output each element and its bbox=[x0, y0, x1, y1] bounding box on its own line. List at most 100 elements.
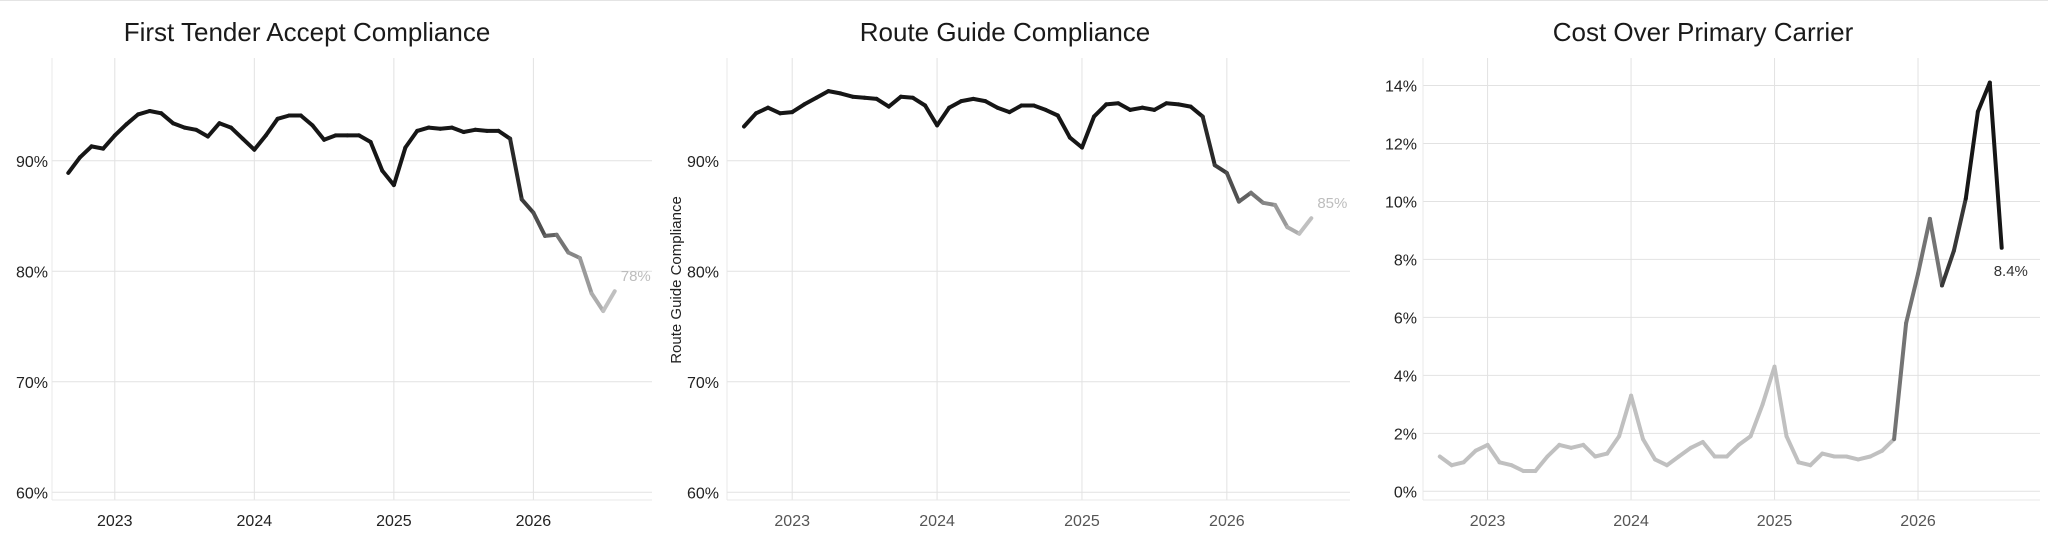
series-segment bbox=[1987, 80, 2004, 250]
chart-title: First Tender Accept Compliance bbox=[124, 17, 491, 47]
x-tick-label: 2025 bbox=[1064, 513, 1100, 530]
series-segment bbox=[1916, 216, 1932, 276]
chart-first-tender-accept-compliance: First Tender Accept Compliance 60% 70% 80%… bbox=[16, 17, 652, 530]
series-segment bbox=[1688, 440, 1705, 450]
series-segment bbox=[910, 95, 928, 108]
series-segment bbox=[1904, 271, 1920, 326]
series-segment bbox=[1617, 393, 1634, 439]
series-segment bbox=[194, 127, 210, 139]
y-tick-label: 12% bbox=[1385, 137, 1417, 154]
series-segment bbox=[1473, 442, 1490, 453]
series-segment bbox=[357, 133, 373, 144]
y-axis-label: Route Guide Compliance bbox=[668, 196, 685, 364]
series-segment bbox=[1437, 454, 1454, 468]
series-segment bbox=[1808, 451, 1825, 468]
y-tick-label: 80% bbox=[687, 264, 719, 281]
series-segment bbox=[1736, 434, 1753, 447]
series-segment bbox=[1200, 114, 1217, 168]
series-segment bbox=[577, 256, 594, 296]
top-divider bbox=[0, 0, 2048, 1]
series-segment bbox=[1724, 442, 1741, 459]
series-segment bbox=[1007, 103, 1024, 115]
series-segment bbox=[205, 121, 222, 139]
series-segment bbox=[217, 121, 233, 130]
series-segment bbox=[766, 105, 783, 116]
end-value-label: 85% bbox=[1317, 195, 1347, 212]
series-segment bbox=[1031, 103, 1048, 112]
series-segment bbox=[1569, 442, 1586, 450]
series-segment bbox=[1533, 454, 1550, 473]
y-tick-label: 60% bbox=[687, 485, 719, 502]
series-segment bbox=[403, 128, 420, 150]
series-segment bbox=[1224, 170, 1241, 204]
series-segment bbox=[850, 94, 867, 100]
end-value-label: 78% bbox=[621, 268, 651, 285]
series-segment bbox=[263, 116, 280, 138]
series-segment bbox=[101, 133, 117, 151]
series-segment bbox=[826, 89, 843, 96]
series-segment bbox=[508, 136, 524, 202]
series-segment bbox=[391, 145, 408, 188]
series-segment bbox=[1545, 442, 1562, 459]
series-segment bbox=[1676, 445, 1693, 459]
series-segment bbox=[1664, 454, 1681, 468]
series-segment bbox=[519, 197, 536, 215]
series-segment bbox=[1868, 448, 1885, 459]
series-segment bbox=[778, 110, 795, 116]
series-segment bbox=[171, 121, 187, 130]
series-segment bbox=[554, 232, 571, 255]
series-line bbox=[742, 89, 1314, 236]
series-segment bbox=[1820, 451, 1837, 459]
series-segment bbox=[742, 111, 758, 129]
x-tick-label: 2025 bbox=[376, 513, 412, 530]
series-segment bbox=[1188, 104, 1205, 119]
series-segment bbox=[898, 94, 915, 100]
series-segment bbox=[1951, 196, 1968, 253]
series-segment bbox=[1557, 442, 1574, 450]
series-line bbox=[1437, 80, 2004, 473]
series-segment bbox=[601, 289, 617, 313]
series-segment bbox=[1273, 203, 1290, 230]
series-segment bbox=[1629, 393, 1645, 442]
series-segment bbox=[1080, 114, 1096, 150]
series-segment bbox=[380, 168, 396, 188]
series-segment bbox=[1152, 101, 1169, 112]
series-segment bbox=[1055, 113, 1072, 140]
series-segment bbox=[1963, 109, 1980, 201]
series-segment bbox=[1212, 163, 1229, 175]
series-segment bbox=[159, 111, 175, 126]
chart-title: Route Guide Compliance bbox=[860, 17, 1151, 47]
series-segment bbox=[1236, 190, 1253, 204]
series-segment bbox=[1285, 225, 1302, 236]
series-segment bbox=[1844, 454, 1861, 462]
series-segment bbox=[252, 133, 268, 152]
series-segment bbox=[589, 291, 606, 313]
series-segment bbox=[886, 94, 903, 109]
series-segment bbox=[1593, 451, 1610, 459]
series-segment bbox=[450, 125, 466, 134]
series-segment bbox=[838, 91, 855, 99]
series-line bbox=[66, 109, 617, 313]
series-segment bbox=[814, 89, 831, 100]
y-tick-label: 90% bbox=[16, 154, 48, 171]
series-segment bbox=[1796, 460, 1813, 468]
series-segment bbox=[1653, 457, 1669, 468]
series-segment bbox=[531, 210, 547, 238]
series-segment bbox=[136, 109, 152, 117]
series-segment bbox=[1261, 200, 1278, 207]
y-tick-label: 2% bbox=[1394, 426, 1417, 443]
series-segment bbox=[229, 125, 245, 141]
series-segment bbox=[275, 113, 292, 121]
series-segment bbox=[112, 122, 129, 138]
series-segment bbox=[1760, 364, 1777, 407]
series-segment bbox=[1509, 463, 1526, 473]
series-segment bbox=[1641, 437, 1657, 462]
x-tick-label: 2023 bbox=[1470, 513, 1506, 530]
x-tick-label: 2024 bbox=[919, 513, 955, 530]
end-value-label: 8.4% bbox=[1994, 263, 2028, 280]
series-segment bbox=[983, 99, 1000, 110]
series-segment bbox=[496, 128, 513, 141]
y-tick-label: 8% bbox=[1394, 252, 1417, 269]
x-tick-label: 2024 bbox=[237, 513, 273, 530]
series-segment bbox=[862, 95, 879, 101]
